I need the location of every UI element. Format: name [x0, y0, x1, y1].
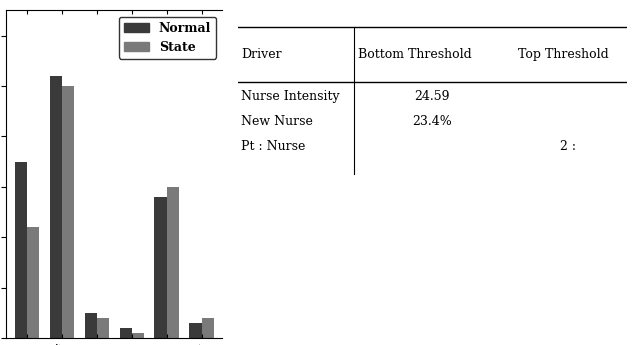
Bar	[154, 197, 166, 338]
Bar	[85, 313, 97, 338]
Legend: Normal, State: Normal, State	[119, 17, 216, 59]
Bar	[120, 328, 132, 338]
Text: Driver: Driver	[242, 48, 282, 61]
Bar	[166, 187, 179, 338]
Bar	[132, 333, 144, 338]
Text: Bottom Threshold: Bottom Threshold	[358, 48, 472, 61]
Text: New Nurse: New Nurse	[242, 115, 313, 128]
Bar	[27, 227, 39, 338]
Bar	[50, 76, 62, 338]
Text: Pt : Nurse: Pt : Nurse	[242, 140, 306, 153]
Bar	[15, 161, 27, 338]
Text: Nurse Intensity: Nurse Intensity	[242, 90, 340, 103]
Bar	[201, 318, 214, 338]
Bar	[62, 86, 74, 338]
Text: 23.4%: 23.4%	[412, 115, 452, 128]
Text: Top Threshold: Top Threshold	[518, 48, 608, 61]
Text: 24.59: 24.59	[415, 90, 450, 103]
Bar	[97, 318, 109, 338]
Bar	[189, 323, 201, 338]
Text: 2 :: 2 :	[560, 140, 576, 153]
